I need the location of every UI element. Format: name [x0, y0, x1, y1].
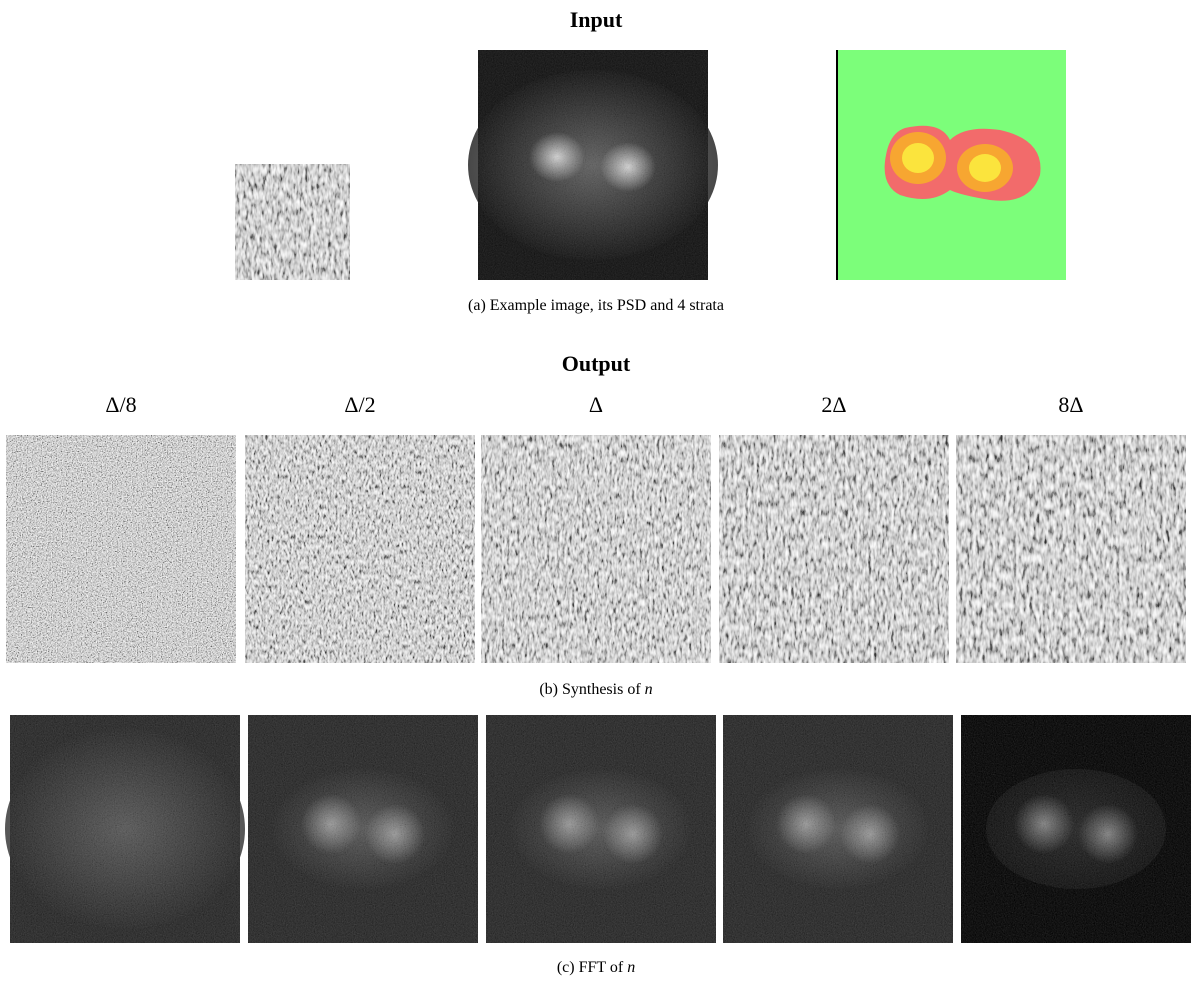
caption-text: Example image, its PSD and 4 strata [490, 297, 724, 314]
fft-image [723, 715, 953, 943]
caption-text: FFT of [579, 959, 624, 976]
strata-image [836, 50, 1066, 280]
caption-var: n [627, 959, 635, 976]
synthesis-image [719, 435, 949, 663]
caption-label: (b) [539, 681, 558, 698]
column-label: Δ/2 [344, 392, 375, 417]
figure: Input (a) Example image, its PSD and 4 s… [0, 0, 1192, 987]
caption-text: Synthesis of [562, 681, 641, 698]
page: Input (a) Example image, its PSD and 4 s… [0, 0, 1192, 987]
fft-noise [248, 715, 478, 943]
fft-noise [723, 715, 953, 943]
caption-label: (c) [557, 959, 575, 976]
caption-a: (a) Example image, its PSD and 4 strata [468, 297, 724, 314]
psd-image [468, 50, 718, 280]
output-title: Output [562, 351, 631, 376]
synthesis-image [6, 435, 236, 663]
input-title: Input [570, 7, 623, 32]
caption-b: (b) Synthesis of n [539, 681, 652, 698]
fft-image [961, 715, 1191, 943]
column-label: Δ [589, 392, 603, 417]
caption-label: (a) [468, 297, 486, 314]
caption-c: (c) FFT of n [557, 959, 635, 976]
fft-noise [10, 715, 240, 943]
synthesis-image [245, 435, 475, 663]
caption-var: n [645, 681, 653, 698]
column-label: Δ/8 [105, 392, 136, 417]
column-label: 2Δ [821, 392, 846, 417]
fft-image [5, 715, 245, 943]
column-label: 8Δ [1058, 392, 1083, 417]
synthesis-image [956, 435, 1186, 663]
fft-image [248, 715, 478, 943]
synthesis-image [481, 435, 711, 663]
fft-noise [486, 715, 716, 943]
example-image [235, 164, 350, 280]
fft-noise [961, 715, 1191, 943]
fft-image [486, 715, 716, 943]
